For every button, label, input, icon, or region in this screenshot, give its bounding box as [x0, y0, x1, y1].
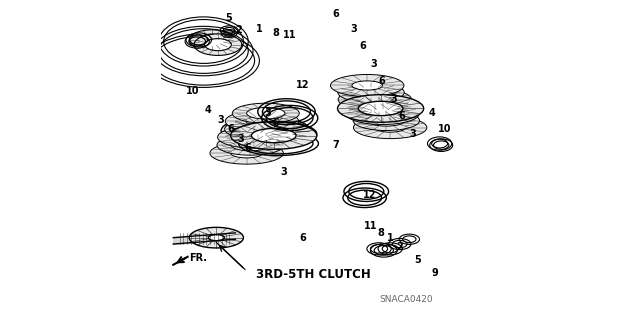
Ellipse shape: [230, 148, 262, 158]
Ellipse shape: [218, 126, 291, 148]
Ellipse shape: [337, 95, 424, 122]
Ellipse shape: [189, 227, 243, 248]
Text: 6: 6: [379, 76, 385, 86]
Text: 2: 2: [236, 25, 242, 35]
Ellipse shape: [189, 30, 234, 50]
Ellipse shape: [225, 110, 299, 132]
Text: 3: 3: [350, 24, 357, 34]
Text: 3: 3: [280, 167, 287, 177]
Ellipse shape: [330, 75, 404, 97]
Ellipse shape: [231, 139, 269, 151]
Text: 1: 1: [387, 233, 394, 243]
Ellipse shape: [252, 129, 296, 143]
Ellipse shape: [352, 81, 383, 90]
Ellipse shape: [353, 87, 390, 98]
Text: 4: 4: [428, 108, 435, 118]
Text: 12: 12: [296, 79, 309, 90]
Text: 3: 3: [237, 134, 244, 144]
Ellipse shape: [221, 116, 310, 145]
Text: 6: 6: [299, 233, 306, 243]
Text: 3: 3: [218, 115, 225, 125]
Ellipse shape: [338, 83, 404, 102]
Ellipse shape: [367, 109, 398, 118]
Text: 11: 11: [283, 30, 296, 40]
Text: 4: 4: [204, 105, 211, 115]
Text: 3RD-5TH CLUTCH: 3RD-5TH CLUTCH: [256, 268, 371, 281]
Text: 2: 2: [396, 242, 403, 252]
Text: 6: 6: [227, 124, 234, 134]
Text: 10: 10: [186, 86, 199, 96]
Ellipse shape: [230, 122, 317, 149]
Ellipse shape: [358, 101, 403, 115]
Ellipse shape: [225, 119, 292, 139]
Ellipse shape: [209, 235, 224, 241]
Text: 12: 12: [363, 189, 376, 200]
Text: 6: 6: [245, 143, 252, 153]
Ellipse shape: [239, 123, 277, 135]
Text: 10: 10: [438, 124, 451, 134]
Ellipse shape: [368, 115, 405, 126]
Ellipse shape: [353, 116, 427, 138]
Text: 11: 11: [364, 221, 378, 232]
Ellipse shape: [232, 103, 300, 123]
Ellipse shape: [346, 103, 419, 125]
Text: 6: 6: [272, 118, 278, 128]
Text: 6: 6: [333, 9, 339, 19]
Ellipse shape: [246, 108, 285, 119]
Ellipse shape: [346, 97, 412, 116]
Text: 6: 6: [398, 111, 404, 122]
Text: 6: 6: [360, 41, 367, 51]
Text: 9: 9: [431, 268, 438, 278]
Ellipse shape: [237, 122, 294, 140]
Text: 8: 8: [272, 28, 279, 39]
Text: 3: 3: [390, 94, 397, 104]
Ellipse shape: [217, 135, 284, 155]
Ellipse shape: [360, 95, 390, 104]
Text: 8: 8: [377, 228, 384, 238]
Text: 1: 1: [256, 24, 263, 34]
Text: 3: 3: [409, 129, 416, 139]
Text: FR.: FR.: [189, 253, 207, 263]
Text: 3: 3: [264, 108, 271, 118]
Text: 5: 5: [226, 12, 232, 23]
Ellipse shape: [353, 111, 420, 130]
Text: 3: 3: [371, 59, 378, 69]
Text: 5: 5: [414, 255, 420, 265]
Ellipse shape: [210, 142, 284, 164]
Ellipse shape: [338, 89, 412, 111]
Text: SNACA0420: SNACA0420: [379, 295, 433, 304]
Ellipse shape: [199, 34, 224, 46]
Ellipse shape: [360, 101, 397, 112]
Ellipse shape: [238, 132, 270, 142]
Ellipse shape: [194, 34, 242, 56]
Text: 7: 7: [333, 140, 339, 150]
Ellipse shape: [246, 116, 278, 126]
Ellipse shape: [375, 123, 406, 132]
Ellipse shape: [205, 39, 231, 51]
